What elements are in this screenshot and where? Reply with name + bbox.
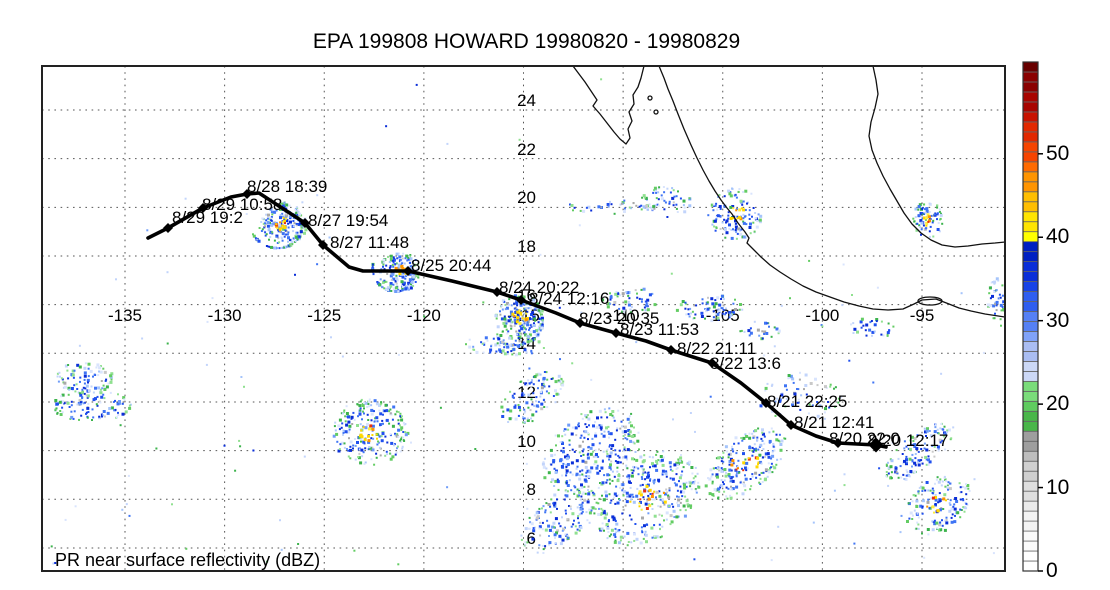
track-time-label: 8/21 12:41: [794, 413, 875, 432]
lat-tick-label: 12: [517, 382, 536, 402]
lon-tick-label: -100: [805, 305, 840, 325]
plot-title: EPA 199808 HOWARD 19980820 - 19980829: [312, 30, 741, 53]
track-point-marker: [868, 437, 884, 453]
track-point-marker: [707, 358, 717, 368]
lon-tick-label: -110: [606, 305, 640, 325]
track-point-marker: [761, 398, 771, 408]
track-point-marker: [318, 240, 328, 250]
track-point-marker: [611, 328, 621, 338]
lat-tick-label: 14: [517, 334, 536, 354]
track-time-label: 8/23 20:35: [579, 309, 660, 328]
colorbar-tick-label: 0: [1046, 559, 1058, 582]
colorbar: [1022, 61, 1043, 572]
lat-tick-label: 16: [517, 285, 536, 305]
track-point-marker: [666, 345, 676, 355]
track-point-marker: [163, 223, 173, 233]
track-time-label: 8/22 21:11: [677, 339, 757, 358]
lon-tick-label: -130: [207, 305, 242, 325]
reflectivity-caption: PR near surface reflectivity (dBZ): [55, 550, 321, 570]
lat-tick-label: 8: [526, 480, 536, 500]
precipitation-echoes: [50, 78, 1004, 567]
lon-tick-label: -125: [307, 305, 342, 325]
gridlines: [42, 66, 1005, 571]
lat-tick-label: 6: [526, 528, 536, 548]
colorbar-tick-label: 30: [1046, 308, 1070, 332]
lon-tick-label: -105: [705, 305, 740, 325]
lon-tick-label: -115: [507, 305, 540, 325]
track-time-label: 8/25 20:44: [411, 256, 492, 275]
track-time-label: 8/20 12:17: [868, 431, 949, 450]
track-time-label: 8/29 10:58: [202, 195, 283, 214]
track-point-marker: [492, 287, 502, 297]
lat-tick-label: 22: [517, 139, 536, 159]
colorbar-tick-label: 40: [1046, 225, 1070, 249]
track-point-marker: [403, 266, 413, 276]
lon-tick-label: -95: [909, 305, 935, 325]
colorbar-tick-label: 20: [1046, 392, 1070, 416]
colorbar-tick-label: 10: [1046, 475, 1070, 499]
track-point-marker: [300, 218, 310, 228]
track-point-marker: [242, 189, 252, 199]
track-time-label: 8/27 19:54: [308, 211, 389, 230]
map-frame: [41, 65, 1006, 572]
lon-tick-label: -135: [107, 305, 143, 325]
storm-track: [146, 189, 888, 453]
lat-tick-label: 18: [517, 236, 536, 256]
coastline: [572, 67, 1004, 318]
colorbar-tick-label: 50: [1046, 141, 1070, 165]
lat-tick-label: 10: [517, 431, 536, 451]
track-point-marker: [833, 438, 843, 448]
track-time-label: 8/21 22:25: [767, 392, 848, 411]
track-time-label: 8/24 20:22: [499, 278, 580, 297]
lon-tick-label: -120: [406, 305, 441, 325]
track-point-marker: [516, 295, 526, 305]
track-point-marker: [198, 203, 208, 213]
track-time-label: 8/23 11:53: [620, 320, 700, 339]
track-time-label: 8/20 22:0: [829, 429, 900, 448]
track-time-label: 8/29 19:2: [172, 208, 243, 227]
track-point-marker: [786, 420, 796, 430]
track-time-label: 8/28 18:39: [247, 177, 328, 196]
track-point-marker: [575, 318, 585, 328]
lat-tick-label: 24: [517, 91, 536, 110]
track-time-label: 8/27 11:48: [330, 233, 410, 252]
track-time-label: 8/22 13:6: [710, 354, 781, 373]
track-time-label: 8/24 12:16: [529, 289, 610, 308]
lat-tick-label: 20: [517, 188, 536, 208]
